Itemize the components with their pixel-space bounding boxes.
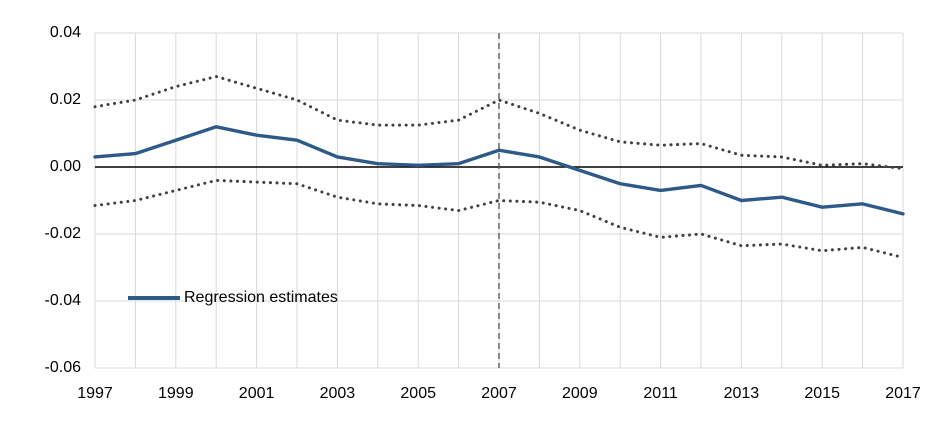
y-axis-tick-label: 0.02	[49, 91, 81, 108]
x-axis-tick-label: 1999	[158, 385, 194, 402]
legend: Regression estimates	[128, 288, 338, 308]
lower-band-line	[93, 178, 905, 259]
x-axis-tick-label: 2009	[562, 385, 598, 402]
x-axis-tick-label: 2007	[481, 385, 517, 402]
x-axis-tick-label: 2005	[400, 385, 436, 402]
y-axis-tick-label: 0.00	[49, 158, 81, 175]
x-axis-tick-label: 2015	[804, 385, 840, 402]
y-axis-tick-label: -0.04	[44, 292, 81, 309]
y-axis-tick-label: -0.06	[44, 359, 81, 376]
legend-line-swatch	[128, 296, 180, 300]
upper-band-line	[93, 75, 905, 171]
regression-estimates-line	[93, 125, 905, 216]
x-axis-tick-label: 2001	[238, 385, 275, 402]
x-axis-tick-label: 2003	[319, 385, 356, 402]
legend-label: Regression estimates	[184, 289, 338, 306]
x-axis-tick-label: 2013	[723, 385, 760, 402]
x-axis-tick-label: 2017	[885, 385, 921, 402]
y-axis-tick-label: -0.02	[44, 225, 81, 242]
x-axis-tick-label: 1997	[77, 385, 113, 402]
x-axis-tick-label: 2011	[643, 385, 678, 402]
y-axis-tick-label: 0.04	[49, 24, 81, 41]
